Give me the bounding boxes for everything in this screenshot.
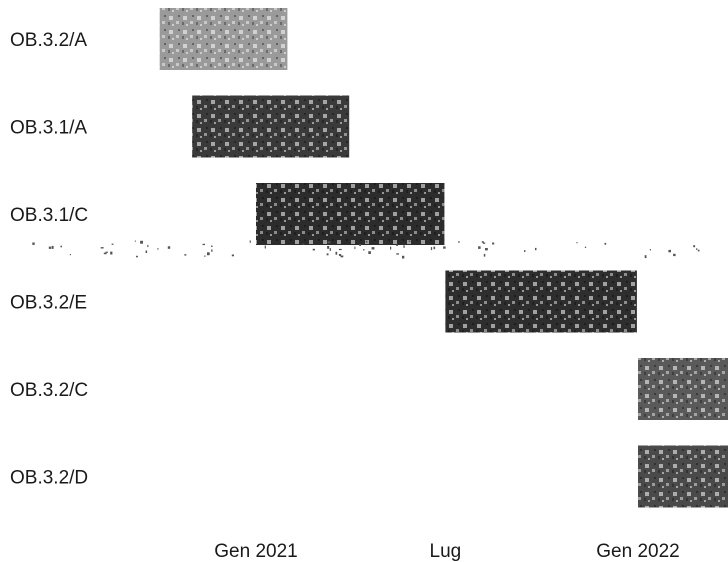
noise-speck	[111, 243, 114, 245]
noise-speck	[338, 254, 342, 256]
bar-texture	[159, 8, 288, 70]
noise-speck	[60, 245, 62, 248]
noise-speck	[478, 246, 481, 249]
noise-speck	[340, 255, 344, 258]
noise-speck	[396, 244, 398, 246]
x-tick-label: Gen 2022	[596, 541, 679, 562]
noise-speck	[693, 245, 696, 248]
noise-speck	[368, 251, 371, 254]
bar-texture	[445, 270, 637, 333]
task-label: OB.3.1/A	[10, 118, 87, 139]
noise-speck	[103, 252, 107, 255]
noise-speck	[207, 252, 210, 256]
noise-speck	[576, 242, 578, 244]
noise-speck	[433, 246, 436, 250]
noise-speck	[140, 240, 143, 244]
noise-speck	[524, 250, 526, 252]
noise-speck	[312, 248, 315, 251]
task-labels: OB.3.2/A OB.3.1/A OB.3.1/C OB.3.2/E OB.3.2/C…	[10, 30, 88, 489]
x-axis-ticks: Gen 2021 Lug Gen 2022	[214, 541, 679, 562]
task-label: OB.3.2/C	[10, 380, 88, 401]
noise-speck	[482, 242, 486, 244]
noise-speck	[327, 246, 330, 249]
noise-speck	[485, 248, 488, 251]
noise-speck	[697, 249, 700, 252]
noise-speck	[492, 242, 495, 245]
noise-speck	[644, 255, 647, 259]
noise-speck	[211, 249, 213, 252]
noise-speck	[390, 246, 392, 250]
noise-speck	[338, 248, 342, 251]
scan-noise	[32, 240, 700, 259]
bar-texture	[638, 445, 728, 508]
task-label: OB.3.1/C	[10, 205, 88, 226]
noise-speck	[145, 250, 148, 253]
noise-speck	[157, 248, 159, 250]
x-tick-label: Lug	[430, 541, 462, 562]
noise-speck	[354, 246, 356, 250]
noise-speck	[231, 254, 234, 257]
noise-speck	[481, 241, 484, 243]
noise-speck	[696, 248, 698, 250]
noise-speck	[584, 246, 587, 248]
noise-speck	[134, 240, 136, 242]
noise-speck	[329, 248, 331, 251]
noise-speck	[403, 245, 405, 248]
noise-speck	[483, 253, 486, 257]
noise-speck	[136, 255, 138, 258]
noise-speck	[458, 241, 460, 243]
noise-speck	[184, 254, 187, 256]
bar-texture	[638, 358, 728, 420]
noise-speck	[69, 254, 71, 256]
noise-speck	[100, 247, 104, 249]
noise-speck	[147, 244, 149, 248]
noise-speck	[335, 251, 338, 255]
bar-texture	[192, 95, 350, 158]
x-tick-label: Gen 2021	[214, 541, 297, 562]
noise-speck	[604, 242, 607, 245]
noise-speck	[302, 243, 305, 245]
noise-speck	[167, 246, 171, 249]
noise-speck	[105, 251, 108, 253]
noise-speck	[402, 255, 405, 259]
noise-speck	[649, 249, 651, 251]
noise-speck	[408, 240, 411, 243]
noise-speck	[326, 253, 329, 256]
noise-speck	[430, 247, 433, 251]
noise-speck	[249, 240, 251, 243]
noise-speck	[202, 243, 205, 246]
noise-speck	[365, 240, 368, 243]
bar-texture	[256, 183, 445, 245]
task-label: OB.3.2/D	[10, 468, 88, 489]
task-label: OB.3.2/E	[10, 293, 87, 314]
noise-speck	[32, 242, 35, 245]
noise-speck	[264, 245, 266, 249]
bars-layer	[159, 8, 728, 508]
noise-speck	[363, 249, 365, 251]
noise-speck	[371, 247, 375, 250]
noise-speck	[668, 249, 671, 253]
noise-speck	[396, 253, 399, 255]
noise-speck	[443, 246, 446, 249]
task-label: OB.3.2/A	[10, 30, 87, 51]
noise-speck	[327, 241, 331, 244]
noise-speck	[359, 244, 361, 246]
noise-speck	[535, 247, 537, 251]
noise-speck	[48, 246, 52, 249]
noise-speck	[204, 255, 206, 257]
noise-speck	[211, 245, 213, 247]
noise-speck	[51, 245, 54, 249]
noise-speck	[110, 251, 113, 255]
noise-speck	[673, 253, 676, 257]
